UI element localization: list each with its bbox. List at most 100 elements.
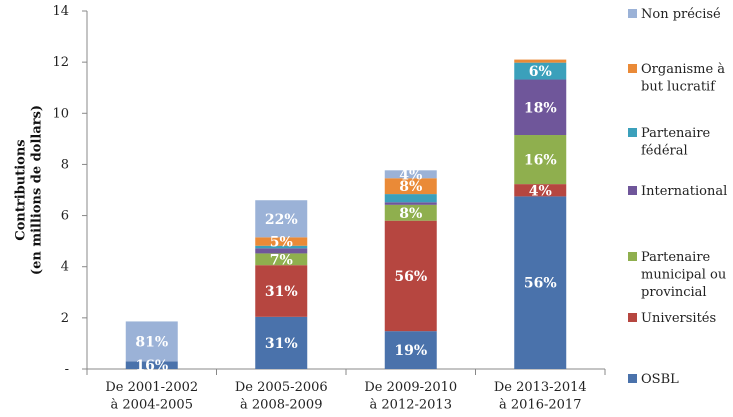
- legend-label-line: municipal ou: [641, 268, 726, 283]
- x-tick-label: De 2005-2006 à 2008-2009: [235, 380, 328, 413]
- legend-label: Non précisé: [641, 7, 721, 22]
- bar-segment-label: 56%: [394, 269, 427, 285]
- legend-swatch: [628, 374, 637, 383]
- legend-item: Non précisé: [628, 7, 721, 22]
- legend-label-line: Partenaire: [641, 250, 711, 265]
- x-tick-label-line: à 2016-2017: [499, 398, 581, 413]
- legend-label: OSBL: [641, 372, 679, 387]
- legend-label: Organisme à but lucratif: [641, 62, 725, 95]
- legend-label-line: International: [641, 184, 727, 199]
- bar-segment: [125, 361, 178, 369]
- x-axis-ticks: De 2001-2002 à 2004-2005 De 2005-2006 à 200…: [105, 380, 586, 413]
- legend-label-line: OSBL: [641, 372, 679, 387]
- bar-segment-label: 5%: [270, 235, 293, 251]
- bar-segment-label: 56%: [524, 276, 557, 292]
- legend-item: Partenaire municipal ou provincial: [628, 250, 726, 300]
- y-tick-label: 2: [61, 311, 69, 326]
- bar-segment-label: 19%: [394, 343, 427, 359]
- legend-label: Partenaire fédéral: [641, 126, 711, 159]
- legend-swatch: [628, 186, 637, 195]
- y-tick-label: -: [65, 362, 69, 377]
- bar-segment: [384, 194, 437, 203]
- y-tick-label: 12: [52, 55, 69, 70]
- bar-segment: [255, 316, 308, 369]
- legend-label: Universités: [641, 311, 716, 326]
- bar-segment: [255, 200, 308, 238]
- bar-segment-label: 31%: [265, 284, 298, 300]
- legend-label-line: fédéral: [641, 144, 688, 159]
- bars: [125, 59, 567, 369]
- bar-segment-label: 8%: [399, 179, 422, 195]
- bar-segment: [384, 204, 437, 221]
- y-axis-ticks: - 2 4 6 8 10 12 14: [52, 4, 87, 377]
- legend-item: Universités: [628, 311, 716, 326]
- legend-label-line: Universités: [641, 311, 716, 326]
- legend: Non précisé Organisme à but lucratif Parten…: [628, 7, 727, 387]
- bar-segment-label: 8%: [399, 206, 422, 222]
- bar-segment: [514, 79, 567, 136]
- x-tick-label: De 2001-2002 à 2004-2005: [105, 380, 198, 413]
- y-tick-label: 6: [61, 209, 69, 224]
- y-axis-title: Contributions(en millions de dollars): [13, 105, 44, 275]
- legend-label: International: [641, 184, 727, 199]
- legend-label-line: Non précisé: [641, 7, 721, 22]
- bar-segment: [255, 237, 308, 246]
- bar-segment-label: 6%: [529, 64, 552, 80]
- legend-item: Partenaire fédéral: [628, 126, 711, 159]
- bar-segment: [514, 196, 567, 369]
- y-axis-label: Contributions(en millions de dollars): [13, 105, 44, 275]
- bar-segment: [384, 170, 437, 179]
- x-tick-label-line: De 2009-2010: [364, 380, 457, 395]
- bar-segment: [384, 178, 437, 195]
- bar-segment: [514, 135, 567, 185]
- y-tick-label: 14: [52, 4, 69, 19]
- bar-segment: [384, 220, 437, 332]
- legend-swatch: [628, 9, 637, 18]
- legend-item: International: [628, 184, 727, 199]
- bar-segment-label: 81%: [135, 334, 168, 350]
- bar-segment-label: 31%: [265, 336, 298, 352]
- legend-swatch: [628, 252, 637, 261]
- x-tick-label-line: De 2005-2006: [235, 380, 328, 395]
- legend-swatch: [628, 313, 637, 322]
- legend-label-line: Partenaire: [641, 126, 711, 141]
- x-tick-label-line: à 2004-2005: [111, 398, 193, 413]
- bar-segment: [255, 245, 308, 249]
- legend-label-line: provincial: [641, 285, 707, 300]
- legend-swatch: [628, 128, 637, 137]
- legend-swatch: [628, 64, 637, 73]
- y-axis-title-line: (en millions de dollars): [30, 105, 45, 275]
- bar-segment-label: 16%: [135, 358, 168, 374]
- bar-segment-label: 4%: [399, 167, 422, 183]
- bar-segment: [255, 248, 308, 254]
- legend-item: OSBL: [628, 372, 679, 387]
- y-axis-title-line: Contributions: [13, 139, 28, 240]
- x-tick-label-line: De 2001-2002: [105, 380, 198, 395]
- x-tick-label-line: à 2008-2009: [240, 398, 322, 413]
- y-tick-label: 4: [61, 260, 69, 275]
- legend-label: Partenaire municipal ou provincial: [641, 250, 726, 300]
- bar-segment: [514, 184, 567, 197]
- bar-segment: [514, 62, 567, 80]
- x-tick-label-line: De 2013-2014: [494, 380, 587, 395]
- segment-labels: 16% 31% 19% 56% 31% 56% 4% 7% 8% 16% 18% 6% 5% 8% 81% 2…: [135, 64, 556, 374]
- bar-segment-label: 22%: [265, 212, 298, 228]
- y-tick-label: 8: [61, 157, 69, 172]
- legend-item: Organisme à but lucratif: [628, 62, 725, 95]
- bar-segment: [384, 202, 437, 205]
- bar-segment-label: 16%: [524, 153, 557, 169]
- x-tick-label: De 2013-2014 à 2016-2017: [494, 380, 587, 413]
- bar-segment-label: 7%: [270, 252, 293, 268]
- bar-segment: [125, 321, 178, 362]
- bar-segment: [384, 331, 437, 369]
- bar-segment: [255, 265, 308, 317]
- y-tick-label: 10: [52, 106, 69, 121]
- legend-label-line: Organisme à: [641, 62, 725, 77]
- x-tick-label: De 2009-2010 à 2012-2013: [364, 380, 457, 413]
- bar-segment-label: 18%: [524, 100, 557, 116]
- bar-segment: [514, 59, 567, 63]
- bar-segment-label: 4%: [529, 183, 552, 199]
- legend-label-line: but lucratif: [641, 80, 716, 95]
- bar-segment: [255, 253, 308, 266]
